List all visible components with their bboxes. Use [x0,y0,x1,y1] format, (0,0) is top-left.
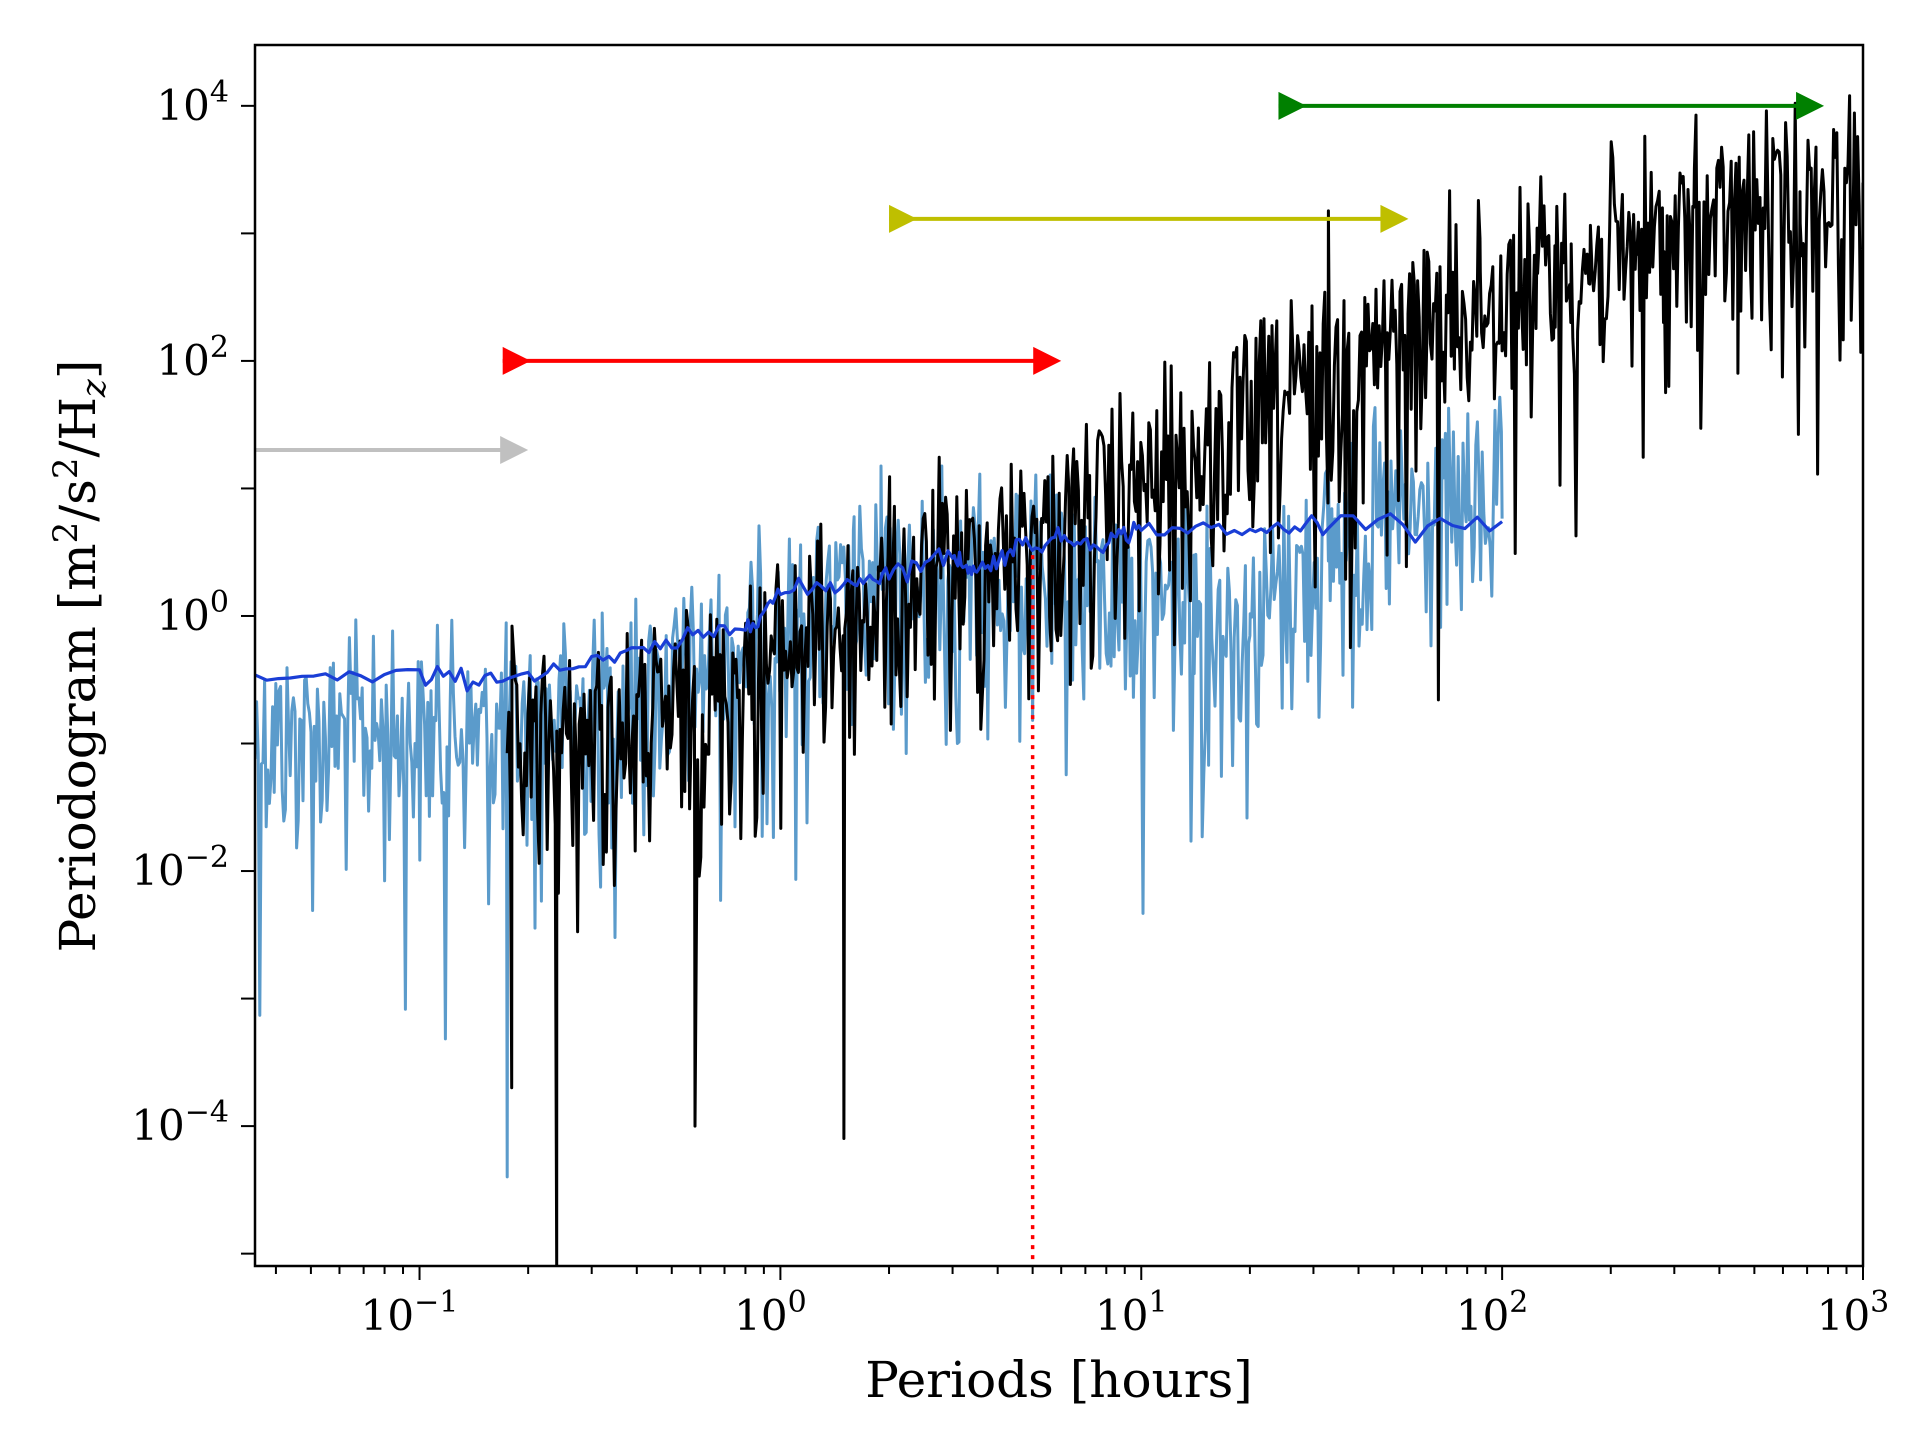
arrow-head [1796,91,1825,120]
arrow-start-marker [889,204,918,233]
arrow-head [1380,204,1409,233]
range-arrow [889,204,1409,233]
arrow-start-marker [502,346,531,375]
arrow-head [1033,346,1062,375]
x-tick-label: 102 [1456,1285,1529,1340]
y-axis-label: Periodogram [m2/s2/Hz] [46,360,114,953]
x-tick-label: 103 [1817,1285,1890,1340]
arrow-head [500,436,529,465]
x-tick-label: 101 [1095,1285,1168,1340]
plot-area [255,94,1863,1266]
plot-frame [253,43,1865,1268]
arrow-start-marker [1278,91,1307,120]
range-arrow [255,436,529,465]
y-tick-label: 102 [156,330,229,385]
y-tick-label: 100 [156,585,229,640]
overlays [255,91,1825,1266]
x-tick-label: 100 [734,1285,807,1340]
series-line [505,94,1863,1266]
y-tick-label: 10−4 [131,1095,229,1150]
x-axis-label: Periods [hours] [865,1351,1253,1409]
y-axis: 10−4 10−2 100 102 104 [131,75,255,1255]
x-axis: 10−1 100 101 102 103 [274,1266,1890,1340]
x-tick-label: 10−1 [361,1285,459,1340]
y-tick-label: 10−2 [131,840,229,895]
series-line [255,512,1504,693]
y-tick-label: 104 [156,75,229,130]
range-arrow [1278,91,1825,120]
range-arrow [502,346,1062,375]
